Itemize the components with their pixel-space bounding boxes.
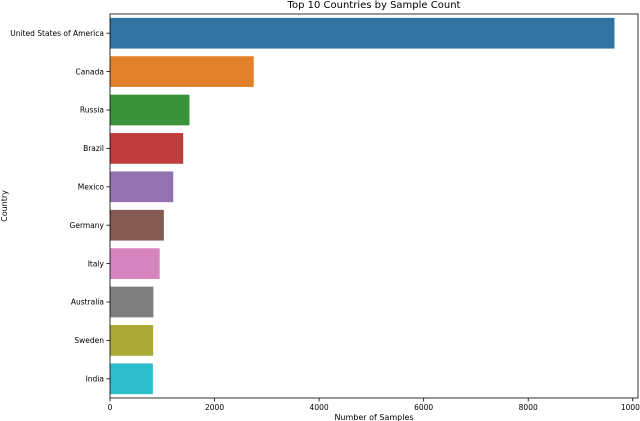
x-tick-label: 2000 [205,403,224,412]
x-tick-label: 6000 [414,403,433,412]
bar-united-states-of-america [110,17,615,49]
y-axis-label: Country [0,190,9,222]
y-tick-label: United States of America [10,29,104,38]
bar-italy [110,248,160,279]
y-tick-label: Italy [88,259,105,268]
y-tick-label: Australia [71,298,104,307]
y-tick-label: Canada [75,67,104,76]
bar-brazil [110,133,184,164]
y-tick-label: Russia [80,106,104,115]
bar-germany [110,209,164,241]
bar-russia [110,94,190,126]
bar-india [110,363,153,395]
y-tick-label: Germany [70,221,105,230]
x-axis-label: Number of Samples [334,413,413,421]
bar-mexico [110,171,174,203]
x-tick-label: 10000 [621,403,640,412]
bars-group [110,17,615,395]
bar-sweden [110,325,154,356]
y-tick-label: Sweden [74,336,104,345]
bar-australia [110,286,154,318]
y-ticks-group: United States of America Canada Russia Braz… [10,29,110,384]
chart-title: Top 10 Countries by Sample Count [287,0,461,11]
x-tick-label: 0 [108,403,113,412]
y-tick-label: Brazil [83,144,104,153]
y-tick-label: Mexico [78,183,105,192]
bar-canada [110,56,254,87]
x-tick-label: 4000 [310,403,329,412]
plot-frame [109,13,639,399]
x-ticks-group: 0 2000 4000 6000 8000 10000 [108,398,640,412]
x-tick-label: 8000 [519,403,538,412]
y-tick-label: India [86,375,104,384]
